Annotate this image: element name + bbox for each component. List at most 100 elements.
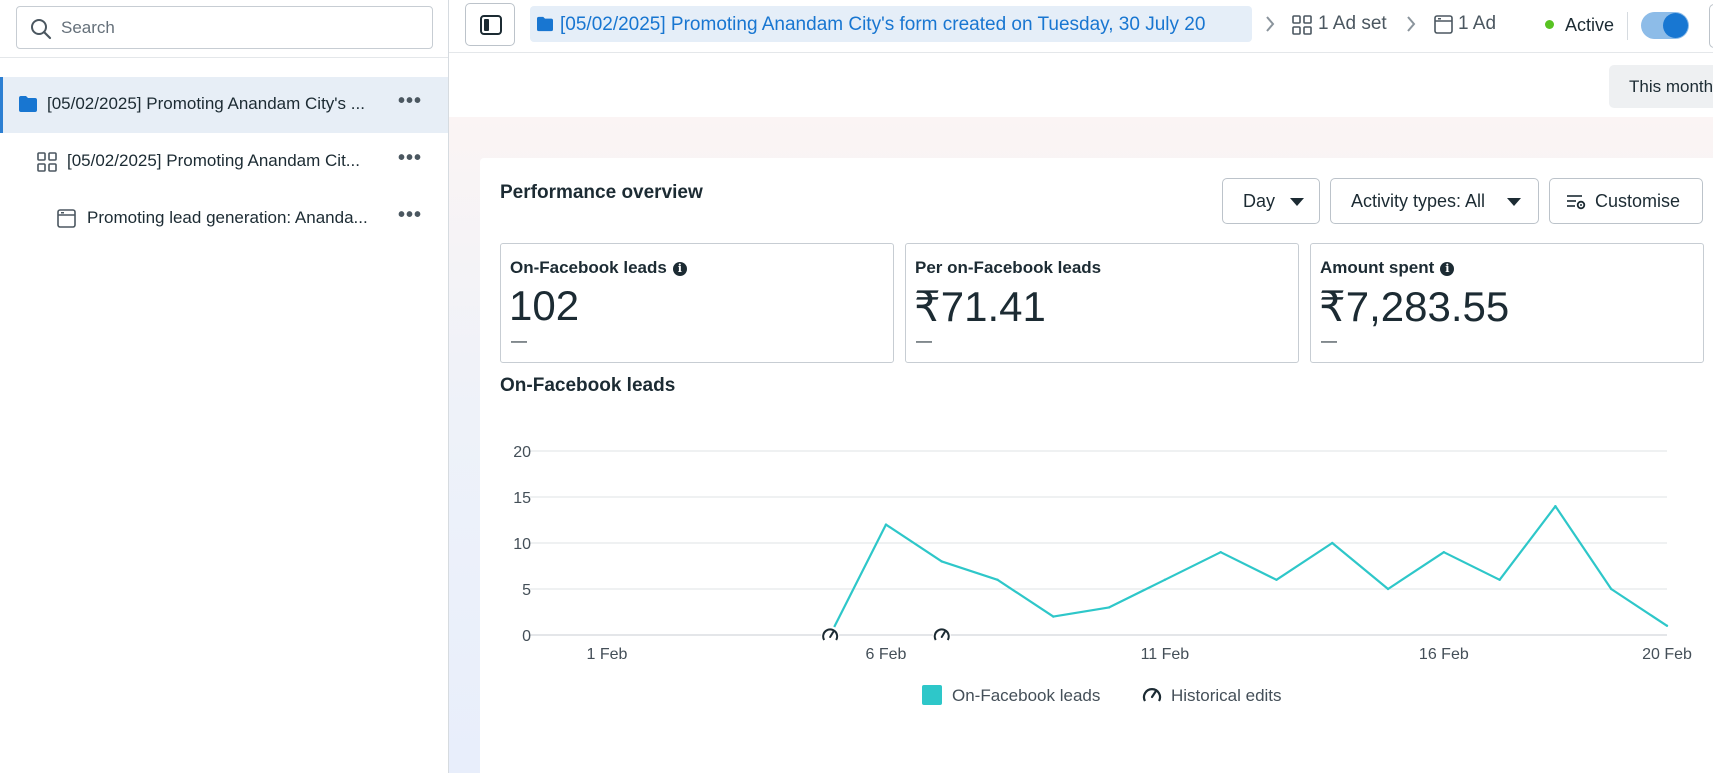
data-point — [1107, 606, 1111, 609]
customise-label: Customise — [1595, 191, 1681, 211]
kpi-change: — — [916, 333, 932, 350]
more-options-icon[interactable]: ••• — [397, 90, 422, 112]
kpi-label-wrap: Amount spent i — [1320, 258, 1455, 278]
y-tick-label: 15 — [513, 490, 531, 507]
customise-button[interactable]: Customise — [1549, 178, 1703, 224]
granularity-dropdown[interactable]: Day — [1222, 178, 1320, 224]
kpi-value: 102 — [509, 282, 580, 329]
legend-swatch — [922, 685, 942, 705]
overflow-button[interactable] — [1709, 4, 1713, 48]
status-label: Active — [1565, 15, 1615, 35]
y-tick-label: 5 — [522, 582, 531, 599]
x-tick-label: 6 Feb — [865, 646, 906, 663]
legend-label: On-Facebook leads — [952, 686, 1101, 705]
campaign-tree-sidebar: [05/02/2025] Promoting Anandam City's ..… — [0, 0, 449, 773]
data-point — [1554, 505, 1557, 508]
historical-edit-icon — [1142, 688, 1162, 702]
sidebar-panel-icon — [480, 15, 502, 35]
x-tick-label: 1 Feb — [587, 646, 628, 663]
y-tick-label: 0 — [522, 628, 531, 645]
data-point — [1163, 578, 1167, 581]
legend-item-leads[interactable]: On-Facebook leads — [922, 683, 1102, 707]
kpi-label: On-Facebook leads — [510, 258, 667, 277]
ad-icon — [57, 209, 76, 228]
tree-item-label: [05/02/2025] Promoting Anandam Cit... — [67, 151, 360, 170]
data-point — [1052, 615, 1055, 618]
card-title: Performance overview — [500, 182, 703, 203]
tree-item-label: [05/02/2025] Promoting Anandam City's ..… — [47, 94, 365, 113]
activity-types-dropdown[interactable]: Activity types: All — [1330, 178, 1539, 224]
grid-icon — [37, 152, 57, 172]
kpi-change: — — [1321, 333, 1337, 350]
performance-overview-card: Performance overview Day Activity types:… — [480, 158, 1713, 773]
y-tick-label: 10 — [513, 536, 531, 553]
chart-title: On-Facebook leads — [500, 375, 676, 396]
search-box[interactable] — [16, 6, 433, 49]
breadcrumb-ad[interactable]: 1 Ad — [1434, 13, 1514, 37]
kpi-cost-per-lead: Per on-Facebook leads ₹71.41 — — [905, 243, 1299, 363]
breadcrumb-campaign-label: [05/02/2025] Promoting Anandam City's fo… — [560, 14, 1206, 35]
data-point — [1219, 551, 1222, 554]
divider — [0, 57, 448, 58]
x-tick-label: 11 Feb — [1141, 646, 1190, 663]
data-point — [1665, 624, 1669, 627]
historical-edit-marker — [821, 626, 840, 644]
info-icon[interactable]: i — [672, 262, 687, 276]
folder-icon — [537, 16, 553, 32]
more-options-icon[interactable]: ••• — [397, 204, 422, 226]
grid-icon — [1292, 15, 1312, 35]
data-point — [1610, 587, 1613, 591]
data-point — [884, 523, 888, 526]
chevron-right-icon — [1266, 16, 1275, 32]
info-icon[interactable]: i — [1440, 262, 1455, 276]
data-point — [1331, 541, 1334, 545]
legend-item-historical-edits[interactable]: Historical edits — [1141, 683, 1301, 707]
breadcrumb-ad-set-label: 1 Ad set — [1318, 13, 1387, 34]
toggle-sidebar-button[interactable] — [465, 3, 515, 46]
caret-down-icon — [1507, 198, 1521, 206]
y-tick-label: 20 — [513, 444, 531, 461]
tree-item-ad[interactable]: Promoting lead generation: Ananda... ••• — [0, 191, 448, 247]
campaign-on-off-toggle[interactable] — [1641, 12, 1689, 39]
legend-label: Historical edits — [1171, 686, 1282, 705]
data-point — [1275, 578, 1278, 581]
data-point — [940, 560, 943, 563]
tree-item-ad-set[interactable]: [05/02/2025] Promoting Anandam Cit... ••… — [0, 134, 448, 190]
activity-types-label: Activity types: All — [1351, 191, 1486, 211]
granularity-label: Day — [1243, 191, 1276, 211]
kpi-value: ₹7,283.55 — [1319, 283, 1510, 330]
date-range-label: This month — [1629, 77, 1713, 96]
more-options-icon[interactable]: ••• — [397, 147, 422, 169]
breadcrumb-ad-set[interactable]: 1 Ad set — [1292, 13, 1412, 37]
date-range-button[interactable]: This month — [1609, 65, 1713, 108]
kpi-label: Amount spent — [1320, 258, 1435, 277]
kpi-amount-spent: Amount spent i ₹7,283.55 — — [1310, 243, 1704, 363]
breadcrumb-ad-label: 1 Ad — [1458, 13, 1497, 34]
kpi-change: — — [511, 333, 527, 350]
leads-line-chart: 0 5 10 15 20 1 Feb 6 Feb 11 Feb 16 Feb 20 Feb — [513, 444, 1692, 663]
kpi-label: Per on-Facebook leads — [915, 258, 1102, 277]
series-line — [829, 505, 1668, 636]
ad-icon — [1434, 15, 1453, 34]
chevron-right-icon — [1407, 16, 1416, 32]
historical-edit-marker — [932, 626, 951, 644]
folder-icon — [19, 96, 37, 112]
customise-settings-icon — [1567, 195, 1586, 210]
kpi-label-wrap: Per on-Facebook leads — [915, 258, 1101, 278]
data-point — [1442, 551, 1446, 554]
tree-item-campaign[interactable]: [05/02/2025] Promoting Anandam City's ..… — [0, 77, 448, 133]
search-input[interactable] — [61, 15, 421, 41]
status-dot — [1545, 20, 1554, 29]
search-icon — [31, 19, 52, 40]
breadcrumb-campaign[interactable]: [05/02/2025] Promoting Anandam City's fo… — [530, 6, 1252, 42]
kpi-on-facebook-leads: On-Facebook leads i 102 — — [500, 243, 894, 363]
tree-item-label: Promoting lead generation: Ananda... — [87, 208, 368, 227]
data-point — [1386, 587, 1390, 591]
kpi-value: ₹71.41 — [914, 283, 1046, 330]
breadcrumb-bar: [05/02/2025] Promoting Anandam City's fo… — [449, 0, 1713, 53]
x-tick-label: 16 Feb — [1419, 646, 1469, 663]
data-point — [1498, 578, 1501, 581]
caret-down-icon — [1290, 198, 1304, 206]
kpi-label-wrap: On-Facebook leads i — [510, 258, 687, 278]
x-tick-label: 20 Feb — [1642, 646, 1692, 663]
